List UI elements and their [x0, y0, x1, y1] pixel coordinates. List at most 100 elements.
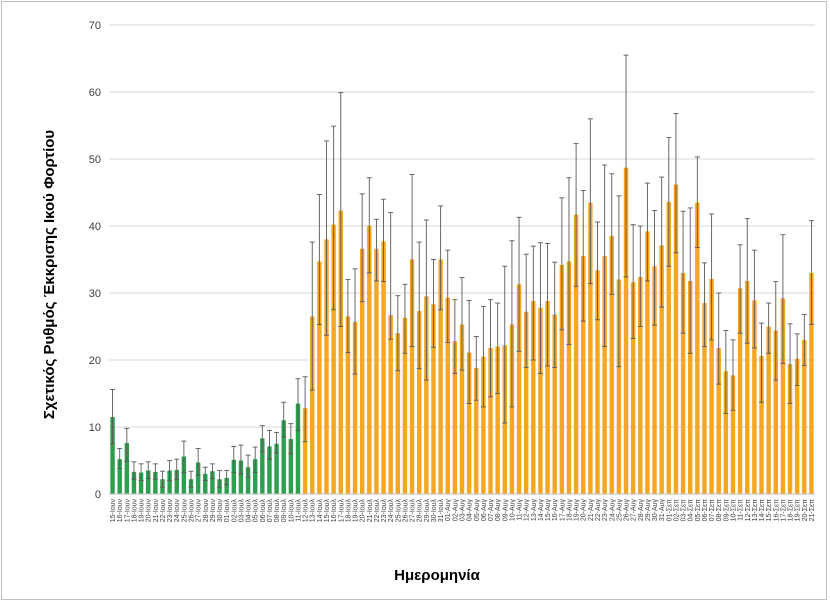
bar	[260, 438, 265, 494]
bar	[602, 256, 607, 494]
x-tick-label: 03-Ιουλ	[238, 499, 245, 523]
error-bar	[673, 112, 679, 254]
x-tick-label: 13-Σεπ	[752, 499, 759, 522]
y-tick-label: 50	[89, 154, 101, 166]
bar	[459, 324, 465, 494]
error-bar	[630, 224, 636, 340]
y-tick-label: 70	[89, 20, 101, 32]
bar	[659, 245, 664, 494]
error-bar	[324, 140, 330, 336]
bar	[452, 341, 458, 494]
x-tick-label: 18-Ιουν	[131, 499, 138, 523]
bar	[352, 321, 358, 494]
error-bar	[502, 265, 508, 424]
error-bar	[409, 173, 415, 348]
error-bar	[666, 137, 672, 267]
bar	[509, 324, 515, 494]
error-bar	[288, 423, 294, 455]
bar	[588, 202, 593, 495]
x-tick-label: 31-Ιουλ	[438, 499, 445, 523]
bar	[302, 408, 308, 494]
error-bar	[381, 198, 387, 283]
x-tick-label: 04-Αυγ	[467, 499, 474, 522]
bar	[138, 472, 144, 494]
bar	[395, 333, 401, 494]
error-bar	[687, 207, 693, 354]
x-tick-label: 10-Αυγ	[509, 499, 516, 522]
x-tick-label: 22-Αυγ	[595, 499, 602, 522]
bar	[780, 298, 786, 494]
error-bar	[523, 253, 529, 368]
error-bar	[395, 295, 401, 372]
x-tick-label: 10-Ιουλ	[288, 499, 295, 523]
bar	[345, 316, 351, 494]
bar	[174, 469, 179, 494]
error-bar	[338, 92, 344, 327]
x-tick-label: 21-Σεπ	[809, 499, 816, 522]
error-bar	[281, 401, 287, 438]
x-tick-label: 27-Ιουλ	[410, 499, 417, 523]
error-bar	[716, 292, 722, 385]
error-bar	[573, 143, 579, 287]
y-axis-ticks: 0 10 20 30 40 50 60 70	[89, 20, 101, 501]
error-bar	[331, 125, 337, 311]
bar	[274, 443, 279, 494]
error-bar	[202, 466, 208, 482]
error-bar	[423, 219, 429, 381]
x-tick-label: 13-Αυγ	[531, 499, 538, 522]
x-tick-label: 09-Σεπ	[723, 499, 730, 522]
error-bar	[188, 470, 194, 488]
error-bar	[737, 244, 743, 334]
x-tick-label: 28-Ιουλ	[417, 499, 424, 523]
error-bar	[152, 463, 158, 480]
error-bar	[509, 240, 515, 408]
x-tick-label: 17-Ιουν	[124, 499, 131, 523]
x-tick-label: 17-Σεπ	[780, 499, 787, 522]
error-bar	[181, 440, 187, 474]
error-bar	[694, 156, 700, 248]
error-bar	[466, 299, 472, 404]
x-tick-label: 14-Ιουλ	[317, 499, 324, 523]
error-bar	[530, 245, 536, 361]
bar	[374, 248, 379, 494]
error-bar	[309, 241, 315, 391]
bars	[110, 167, 814, 495]
bar	[409, 259, 415, 494]
bar	[609, 236, 614, 495]
error-bar	[773, 281, 779, 381]
bar	[495, 346, 500, 494]
x-tick-label: 17-Αυγ	[559, 499, 566, 522]
x-tick-label: 08-Αυγ	[495, 499, 502, 522]
x-tick-label: 19-Ιουν	[139, 499, 146, 523]
y-tick-label: 20	[89, 355, 101, 367]
bar	[431, 304, 436, 494]
error-bar	[594, 221, 600, 321]
x-tick-label: 22-Ιουλ	[374, 499, 381, 523]
x-tick-label: 07-Σεπ	[709, 499, 716, 522]
x-tick-label: 25-Αυγ	[616, 499, 623, 522]
error-bar	[801, 313, 807, 366]
error-bar	[537, 242, 543, 374]
x-tick-label: 05-Ιουλ	[253, 499, 260, 523]
error-bar	[552, 261, 558, 368]
x-tick-label: 11-Αυγ	[517, 499, 524, 521]
bar	[695, 202, 700, 495]
error-bar	[701, 262, 707, 348]
bar	[652, 266, 657, 494]
error-bar	[744, 218, 750, 344]
x-tick-label: 01-Ιουλ	[224, 499, 231, 523]
bar	[124, 443, 130, 494]
x-tick-label: 12-Σεπ	[745, 499, 752, 522]
error-bar	[566, 177, 572, 346]
x-tick-label: 07-Ιουλ	[267, 499, 274, 523]
x-tick-label: 24-Ιουν	[174, 499, 181, 523]
bar	[310, 316, 315, 494]
bar	[752, 300, 757, 494]
error-bar	[623, 54, 629, 278]
x-tick-label: 23-Ιουν	[167, 499, 174, 523]
x-tick-label: 15-Αυγ	[545, 499, 552, 522]
bar	[367, 226, 372, 494]
x-tick-label: 31-Αυγ	[659, 499, 666, 522]
